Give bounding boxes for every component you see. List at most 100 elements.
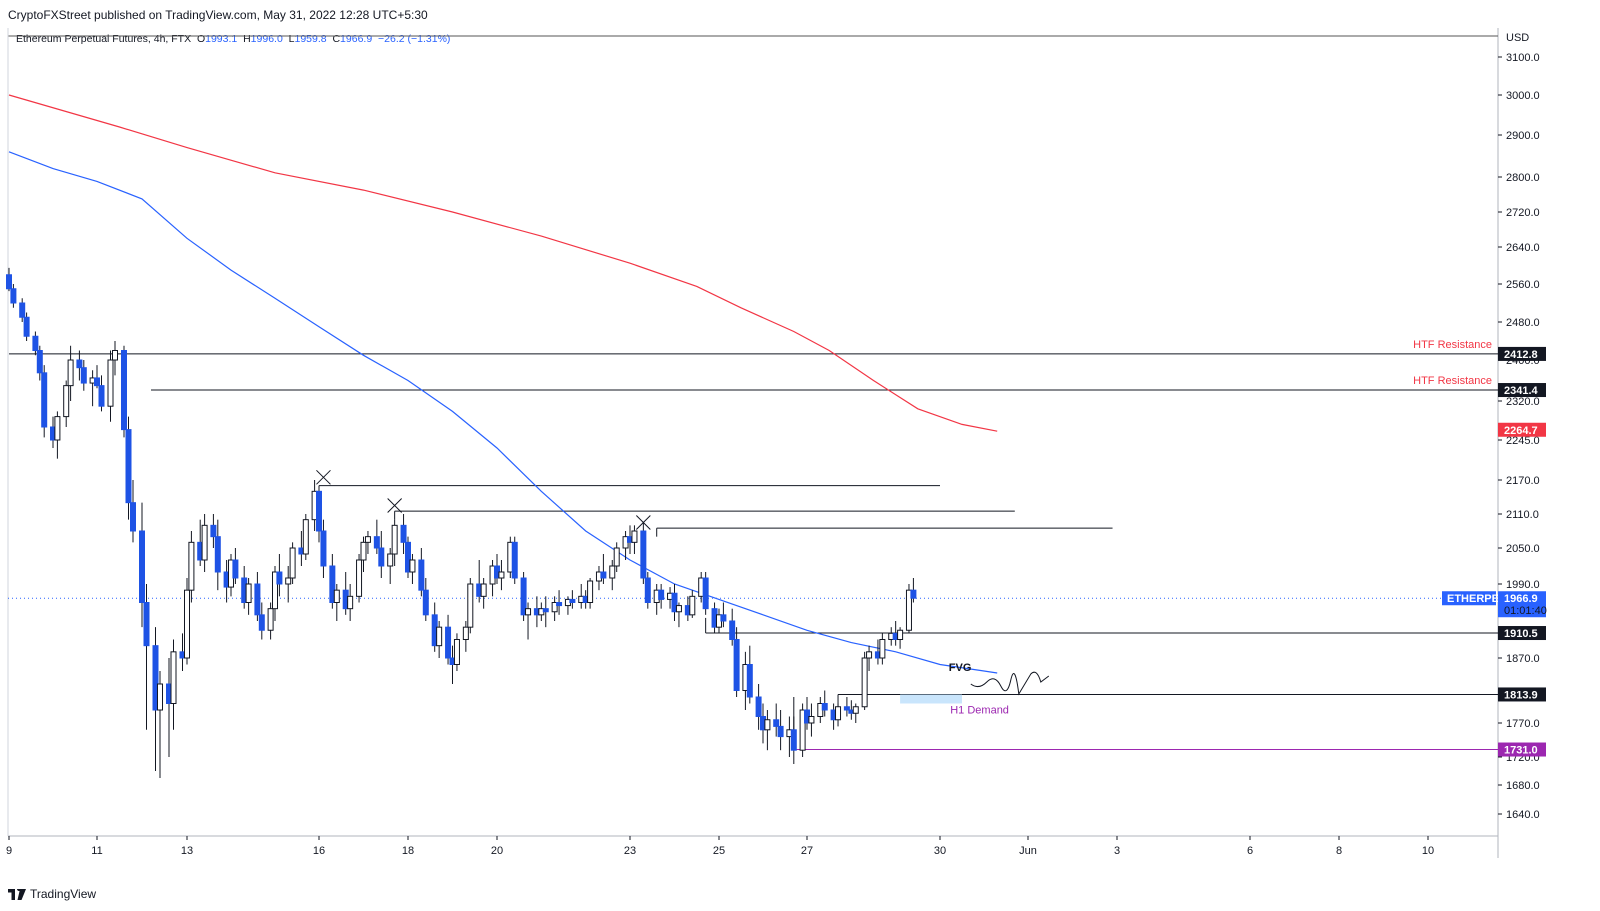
price-tag-label: 1910.5 <box>1504 628 1538 640</box>
price-tag-1910.5 <box>1498 626 1546 641</box>
x-tick-label: Jun <box>1019 845 1037 857</box>
candle-down <box>125 429 132 504</box>
price-tag-label: 1813.9 <box>1504 689 1538 701</box>
candle-down <box>511 541 518 579</box>
x-tick-label: 27 <box>801 845 813 857</box>
candle-up <box>897 629 904 640</box>
candle-down <box>320 530 327 567</box>
high-label: H <box>243 33 251 45</box>
price-tag-label: 2412.8 <box>1504 349 1538 361</box>
candle-up <box>188 541 195 591</box>
candle-up <box>63 385 70 418</box>
publisher-line: CryptoFXStreet published on TradingView.… <box>8 8 428 22</box>
candle-up <box>184 589 190 659</box>
candle-up <box>467 583 474 628</box>
candle-up <box>356 559 363 597</box>
y-tick-label: 2050.0 <box>1506 543 1540 555</box>
candle-down <box>569 598 576 604</box>
x-tick-label: 23 <box>624 845 636 857</box>
candle-up <box>866 651 873 659</box>
last-price-tag <box>1498 591 1546 618</box>
swing-high-x-icon <box>316 469 331 485</box>
candle-down <box>80 367 87 384</box>
y-tick-label: 1870.0 <box>1506 653 1540 665</box>
candle-up <box>360 541 367 561</box>
candle-down <box>32 335 39 351</box>
candle-down <box>405 541 411 573</box>
countdown-value: 01:01:40 <box>1504 605 1547 617</box>
candle-down <box>556 602 563 607</box>
y-tick-label: 2800.0 <box>1506 172 1540 184</box>
candle-down <box>658 589 665 600</box>
candle-down <box>640 530 647 579</box>
candle-down <box>19 302 26 318</box>
candle-down <box>843 706 850 711</box>
candle-up <box>170 651 177 704</box>
candle-down <box>98 385 105 407</box>
candle-down <box>152 645 159 711</box>
candle-up <box>272 571 278 610</box>
price-tag-1731.0 <box>1498 742 1546 757</box>
candle-up <box>54 416 61 441</box>
candle-down <box>258 614 265 631</box>
h1-demand-label: H1 Demand <box>950 704 1009 716</box>
price-tag-label: 2264.7 <box>1504 425 1538 437</box>
currency-label: USD <box>1506 32 1529 44</box>
candle-down <box>36 350 43 374</box>
y-tick-label: 2320.0 <box>1506 396 1540 408</box>
x-tick-label: 9 <box>6 845 12 857</box>
candle-up <box>480 583 487 597</box>
footer-brand: TradingView <box>8 887 96 901</box>
candle-down <box>143 602 150 647</box>
candle-up <box>112 350 118 361</box>
candle-up <box>498 571 505 579</box>
price-tag-label: 1731.0 <box>1504 745 1538 757</box>
symbol-tag-label: ETHERPERP <box>1447 593 1514 605</box>
projection-path <box>970 671 1050 696</box>
low-label: L <box>288 33 295 45</box>
candle-down <box>600 571 607 579</box>
candle-down <box>10 288 17 304</box>
candle-up <box>67 359 74 387</box>
htf-resistance-label-2: HTF Resistance <box>1413 375 1492 387</box>
y-tick-label: 2640.0 <box>1506 242 1540 254</box>
price-tag-label: 2341.4 <box>1504 385 1539 397</box>
candle-up <box>391 524 398 555</box>
x-tick-label: 6 <box>1247 845 1253 857</box>
x-tick-label: 8 <box>1336 845 1342 857</box>
candle-up <box>764 719 771 731</box>
candle-down <box>821 703 828 711</box>
candle-down <box>76 359 83 369</box>
footer-brand-text: TradingView <box>30 887 97 901</box>
candle-down <box>276 571 283 585</box>
candle-down <box>702 577 709 610</box>
price-tag-2412.8 <box>1498 346 1546 361</box>
y-tick-label: 3000.0 <box>1506 90 1540 102</box>
candle-up <box>462 626 469 641</box>
candle-down <box>790 729 797 751</box>
candle-down <box>232 559 239 579</box>
price-tag-2264.7 <box>1498 422 1546 437</box>
tradingview-logo-icon <box>8 888 26 900</box>
candle-down <box>910 589 917 599</box>
candle-down <box>400 524 407 543</box>
candle-down <box>121 350 127 431</box>
last-price-value: 1966.9 <box>1504 593 1538 605</box>
candle-down <box>755 696 762 717</box>
candle-down <box>130 502 136 532</box>
candle-down <box>746 664 753 698</box>
candle-down <box>254 583 261 616</box>
candle-up <box>453 639 460 665</box>
candle-up <box>852 706 859 714</box>
close-label: C <box>332 33 341 45</box>
price-tag-1813.9 <box>1498 687 1546 702</box>
candle-down <box>94 377 100 387</box>
htf-resistance-label-1: HTF Resistance <box>1413 339 1492 351</box>
y-tick-label: 2720.0 <box>1506 207 1540 219</box>
candle-down <box>6 274 12 290</box>
price-tag-2341.4 <box>1498 383 1546 398</box>
candle-up <box>905 589 912 631</box>
y-tick-label: 3100.0 <box>1506 52 1540 64</box>
ma-red-line <box>8 94 998 432</box>
